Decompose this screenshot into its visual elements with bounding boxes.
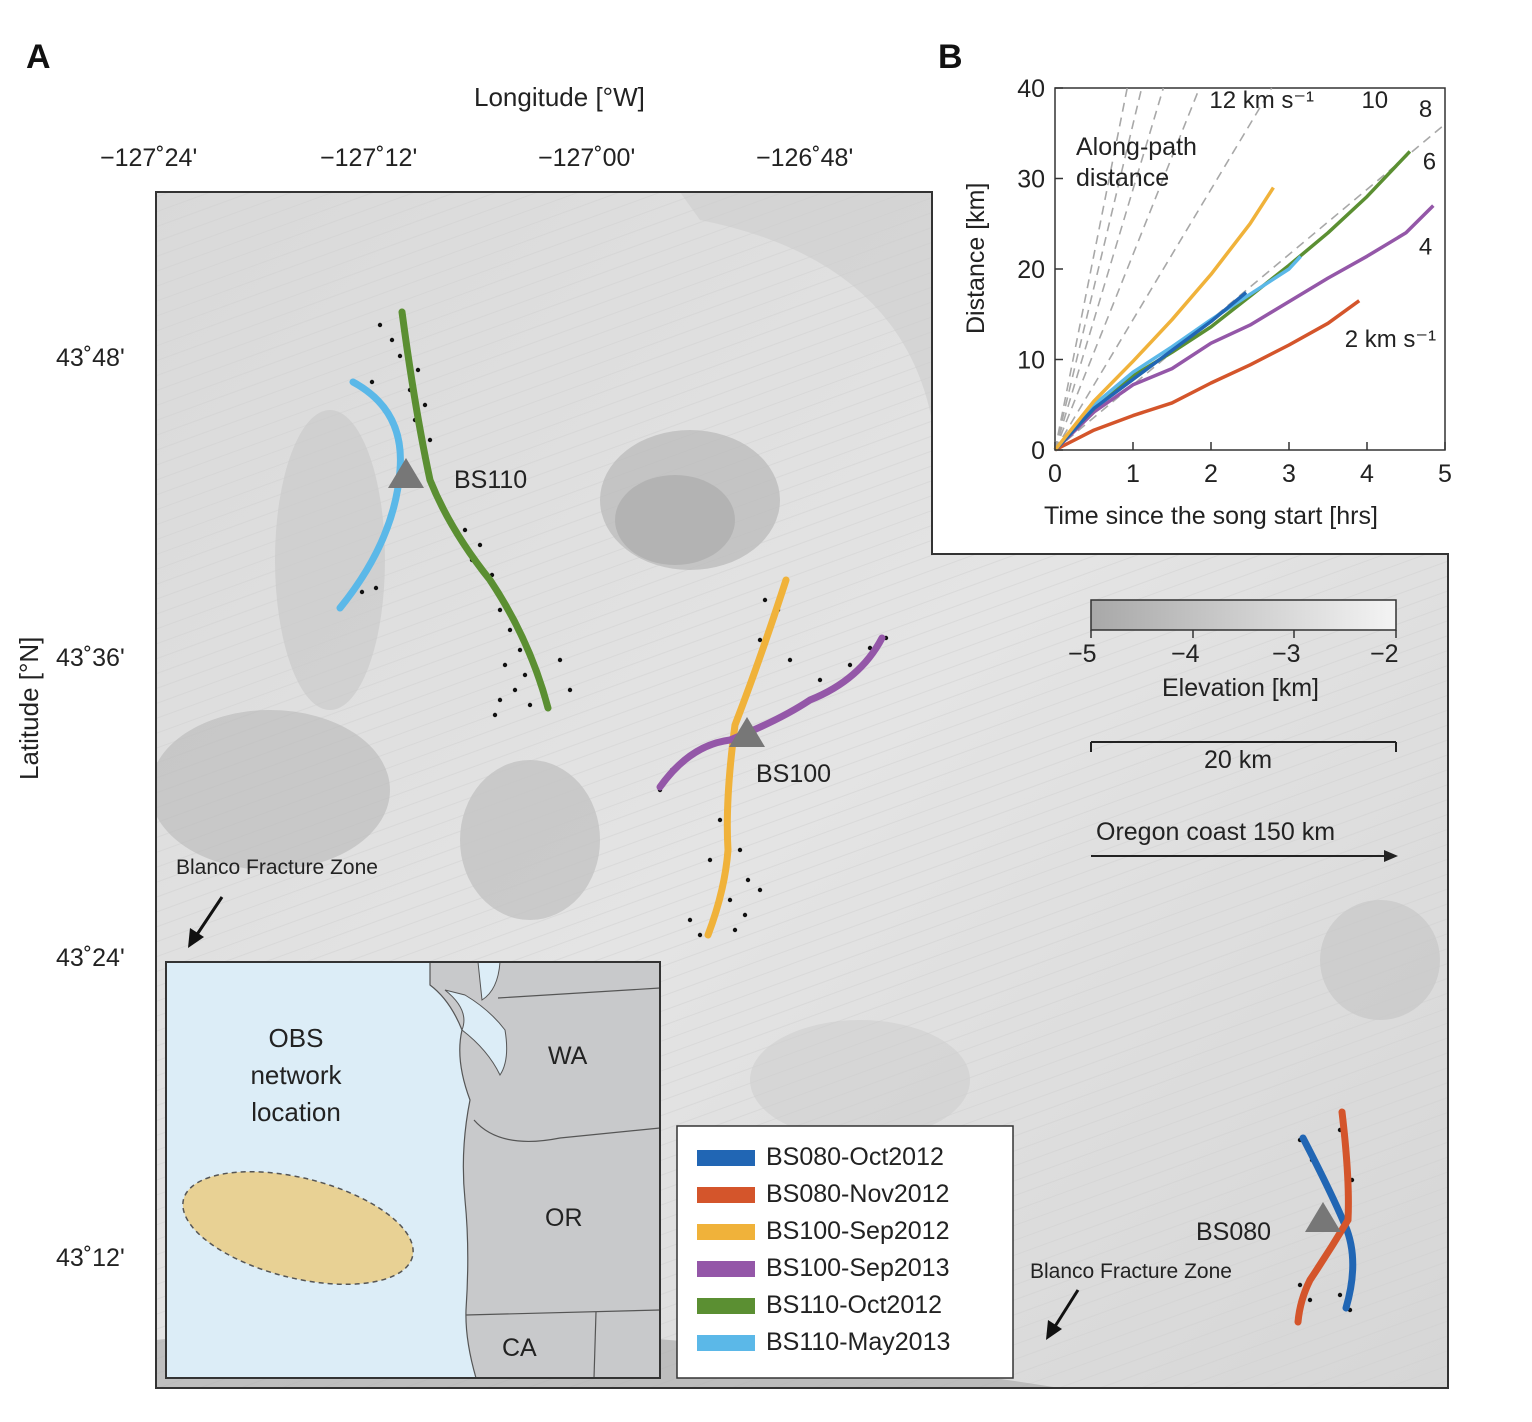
speed-line [1054,87,1143,451]
station-bs110-marker [388,458,424,488]
station-bs100-marker [729,717,765,747]
coast-arrow [1091,850,1398,862]
distance-time-chart: 2 km s⁻¹ 4 6 8 10 12 km s⁻¹ 0 1 2 3 4 5 0 10 20 30 40 [1017,75,1452,488]
track-bs080-nov2012 [1294,1108,1352,1326]
speed-line-label: 4 [1419,234,1432,261]
y-tick-label: 10 [1017,347,1045,375]
series-line [1053,255,1302,452]
chart-series [1053,150,1435,452]
chart-axes: 0 1 2 3 4 5 0 10 20 30 40 [1017,75,1452,488]
x-tick-label: 2 [1204,460,1218,488]
speed-line [1054,87,1201,451]
legend-label: BS100-Sep2012 [766,1217,950,1245]
y-tick-label: 30 [1017,166,1045,194]
fracture-zone-arrow-right [1046,1289,1080,1340]
panel-b-label: B [938,38,963,76]
song-tracks [336,308,1357,1326]
track-bs110-oct2012 [398,308,552,712]
inset-title-line: OBS [268,1023,324,1053]
speed-line-label: 8 [1419,96,1432,123]
colorbar-title: Elevation [km] [1162,674,1320,702]
inset-title: OBS network location [226,1020,366,1131]
lat-tick: 43˚12' [56,1244,125,1272]
lat-tick: 43˚36' [56,644,125,672]
speed-line-label: 6 [1423,148,1436,175]
speed-line [1054,123,1446,451]
series-line [1054,299,1361,452]
legend-label: BS080-Oct2012 [766,1143,944,1171]
inset-state-wa: WA [548,1042,588,1070]
inset-title-line: network [250,1060,342,1090]
speed-line [1054,87,1273,451]
coast-arrow-label: Oregon coast 150 km [1096,818,1336,846]
y-tick-label: 40 [1017,75,1045,103]
station-label-bs080: BS080 [1196,1218,1272,1246]
inset-map [165,961,661,1379]
series-line [1053,291,1248,452]
colorbar-tick-label: −5 [1068,640,1097,668]
legend-label: BS080-Nov2012 [766,1180,950,1208]
colorbar-tick-label: −3 [1272,640,1301,668]
station-bs080-marker [1305,1202,1341,1232]
speed-line-label: 12 km s⁻¹ [1209,87,1314,114]
fracture-zone-label-left: Blanco Fracture Zone [176,856,378,879]
scale-bar [1090,741,1397,752]
speed-line-label: 2 km s⁻¹ [1345,326,1436,353]
colorbar-tick-label: −4 [1171,640,1200,668]
fracture-zone-label-right: Blanco Fracture Zone [1030,1260,1232,1283]
track-bs100-sep2013 [656,634,886,791]
series-line [1053,186,1275,452]
lon-tick: −126˚48' [756,144,854,172]
station-label-bs110: BS110 [454,466,528,494]
series-line [1053,204,1435,452]
lat-tick: 43˚24' [56,944,125,972]
y-tick-label: 0 [1031,437,1045,465]
legend-label: BS110-Oct2012 [766,1291,943,1319]
elevation-colorbar [1090,599,1397,631]
x-tick-label: 3 [1282,460,1296,488]
inset-state-or: OR [545,1204,583,1232]
legend-label: BS110-May2013 [766,1328,951,1356]
panel-a-label: A [26,38,51,76]
x-tick-label: 1 [1126,460,1140,488]
speed-line-label: 10 [1361,87,1388,114]
fracture-zone-arrow-left [188,896,224,948]
map-frame [155,191,1449,1389]
legend-swatches [697,1150,755,1351]
speed-reference-lines: 2 km s⁻¹ 4 6 8 10 12 km s⁻¹ [1054,87,1446,451]
lon-tick: −127˚12' [320,144,418,172]
x-tick-label: 0 [1048,460,1062,488]
chart-x-axis-title: Time since the song start [hrs] [1044,502,1378,530]
x-tick-label: 4 [1360,460,1374,488]
colorbar-ticks [1090,630,1397,638]
lon-tick: −127˚00' [538,144,636,172]
state-borders [465,987,661,1379]
chart-annotation-text: Along-path distance [1076,133,1197,192]
speed-line [1054,87,1165,451]
inset-state-ca: CA [502,1334,537,1362]
inset-title-line: location [251,1097,341,1127]
longitude-axis-title: Longitude [°W] [474,82,645,112]
lon-tick: −127˚24' [100,144,198,172]
speed-line [1054,87,1129,451]
colorbar-tick-label: −2 [1370,640,1399,668]
y-tick-label: 20 [1017,256,1045,284]
lat-tick: 43˚48' [56,344,125,372]
track-bs100-sep2012 [704,576,790,939]
chart-annotation: Along-path distance [1076,132,1246,194]
legend-label: BS100-Sep2013 [766,1254,950,1282]
x-tick-label: 5 [1438,460,1452,488]
chart-y-axis-title: Distance [km] [962,182,990,334]
scale-bar-label: 20 km [1204,746,1273,774]
obs-network-area [182,1170,414,1286]
station-label-bs100: BS100 [756,760,832,788]
